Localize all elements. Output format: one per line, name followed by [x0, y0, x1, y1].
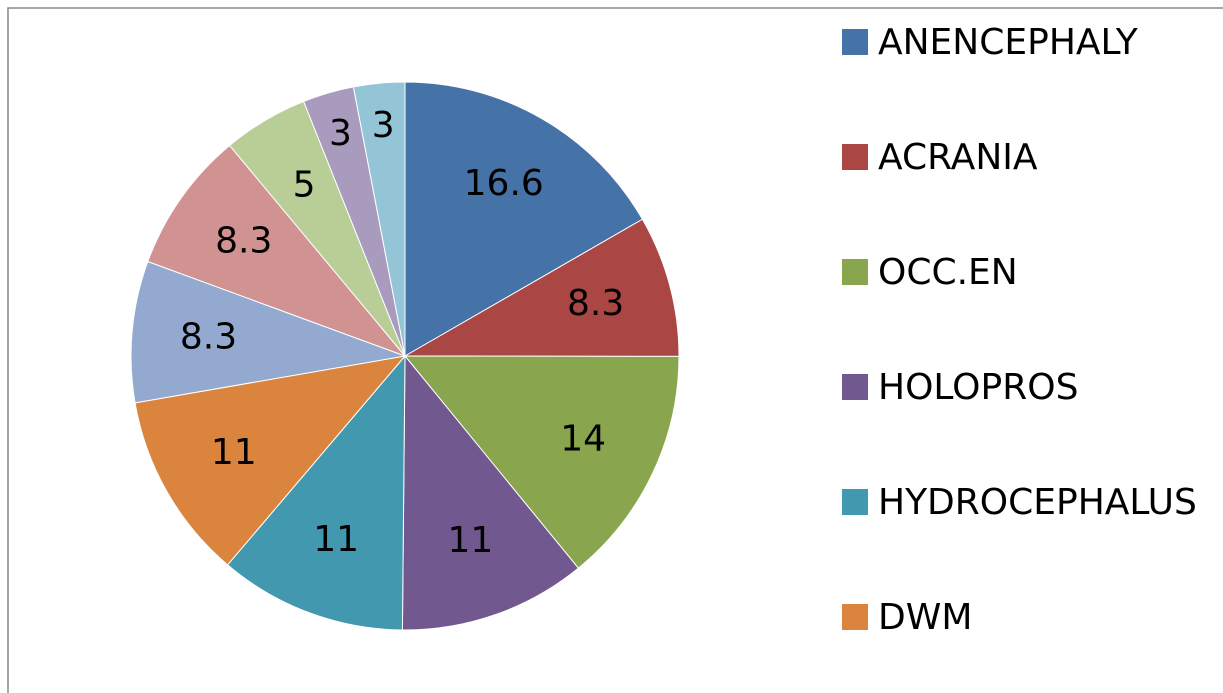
- legend-label: ACRANIA: [878, 137, 1038, 178]
- pie-slice: [401, 354, 580, 631]
- pie-slice: [403, 218, 680, 357]
- data-label: 5: [293, 164, 316, 205]
- legend-swatch: [842, 29, 868, 55]
- pie-slice: [404, 81, 644, 357]
- legend-swatch: [842, 259, 868, 285]
- data-label: 11: [313, 519, 359, 560]
- data-label: 8.3: [567, 283, 624, 324]
- pie-slice: [130, 260, 407, 404]
- data-label: 8.3: [215, 220, 272, 261]
- data-label: 16.6: [464, 163, 544, 204]
- legend-label: ANENCEPHALY: [878, 22, 1139, 63]
- pie-slice: [403, 355, 680, 569]
- legend-label: OCC.EN: [878, 252, 1018, 293]
- pie-slice: [352, 81, 406, 357]
- data-label: 3: [329, 113, 352, 154]
- data-label: 3: [372, 105, 395, 146]
- legend-label: DWM: [878, 597, 972, 638]
- data-label: 11: [447, 520, 493, 561]
- data-label: 8.3: [180, 316, 237, 357]
- legend-swatch: [842, 144, 868, 170]
- pie-slice: [134, 355, 407, 566]
- data-label: 11: [211, 432, 257, 473]
- legend-swatch: [842, 374, 868, 400]
- legend-swatch: [842, 604, 868, 630]
- legend-label: HYDROCEPHALUS: [878, 482, 1197, 523]
- pie-slice: [226, 354, 406, 631]
- data-label: 14: [560, 419, 606, 460]
- legend-swatch: [842, 489, 868, 515]
- chart-frame: [7, 7, 1223, 693]
- pie-slice: [147, 144, 407, 358]
- legend-label: HOLOPROS: [878, 367, 1078, 408]
